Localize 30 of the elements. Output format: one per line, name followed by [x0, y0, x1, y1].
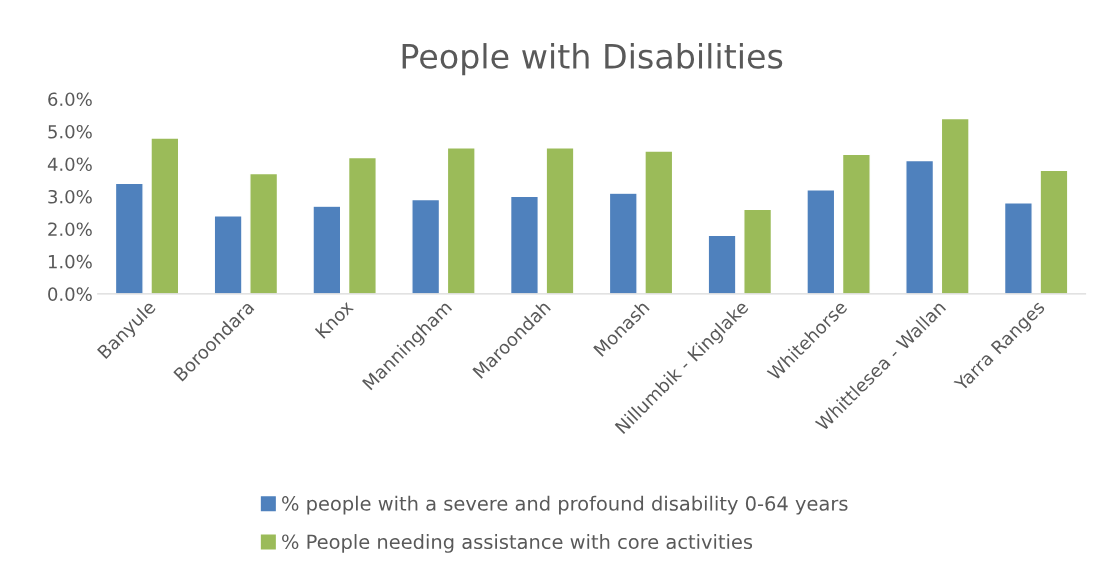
chart-title: People with Disabilities: [402, 43, 783, 76]
bar: [150, 137, 180, 294]
bar: [1003, 202, 1033, 294]
bar: [644, 150, 674, 294]
bar: [213, 215, 243, 294]
bar: [1039, 169, 1069, 294]
legend-label: % People needing assistance with core activities: [282, 534, 753, 553]
bar: [509, 195, 539, 294]
bar: [806, 189, 836, 294]
bar: [743, 208, 773, 294]
bar: [312, 205, 342, 294]
y-tick-label: 3.0%: [48, 189, 92, 204]
legend-label: % people with a severe and profound disability 0-64 years: [282, 495, 848, 515]
y-tick-label: 0.0%: [48, 287, 92, 302]
bar: [411, 198, 441, 294]
bar: [940, 117, 970, 294]
bar: [545, 146, 575, 294]
bar: [446, 146, 476, 294]
bar: [841, 153, 871, 294]
y-tick-label: 5.0%: [48, 124, 92, 139]
bar: [707, 234, 737, 294]
y-tick-label: 1.0%: [48, 254, 92, 269]
bar: [347, 156, 377, 294]
bar: [114, 182, 144, 294]
y-tick-label: 4.0%: [47, 157, 92, 172]
y-tick-label: 6.0%: [48, 92, 92, 107]
y-tick-label: 2.0%: [48, 222, 92, 237]
bar: [249, 172, 279, 294]
bar: [905, 159, 935, 294]
bar: [608, 192, 638, 294]
